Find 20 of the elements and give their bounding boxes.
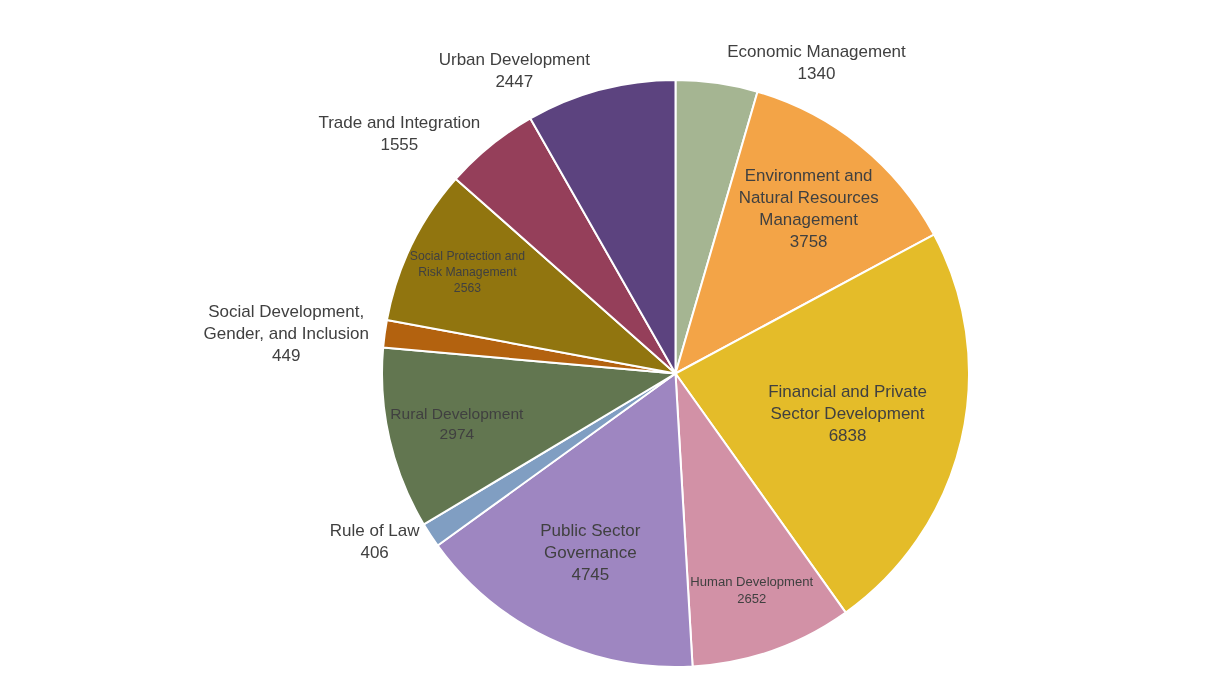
- slice-label: Social Protection and Risk Management: [409, 249, 526, 279]
- data-label: 4745: [571, 565, 610, 585]
- slice-label: Public Sector Governance: [540, 520, 641, 563]
- data-label: 2447: [495, 72, 534, 92]
- slice-label: Trade and Integration: [318, 112, 481, 132]
- data-label: 1555: [380, 134, 419, 154]
- slice-label: Social Development, Gender, and Inclusion: [203, 301, 369, 343]
- slice-label: Rule of Law: [329, 520, 421, 540]
- data-label: 2563: [453, 280, 482, 295]
- data-label: 6838: [828, 426, 867, 446]
- slice-label: Urban Development: [438, 50, 591, 69]
- data-label: 3758: [789, 232, 828, 252]
- slice-label: Environment and Natural Resources Management: [738, 166, 879, 230]
- data-label: 1340: [797, 64, 836, 84]
- slice-label: Financial and Private Sector Development: [768, 382, 927, 424]
- data-label: 406: [360, 542, 389, 562]
- slice-label: Human Development: [690, 574, 814, 590]
- slice-label: Economic Management: [727, 42, 907, 62]
- data-label: 449: [272, 345, 301, 365]
- data-label: 2652: [737, 591, 767, 607]
